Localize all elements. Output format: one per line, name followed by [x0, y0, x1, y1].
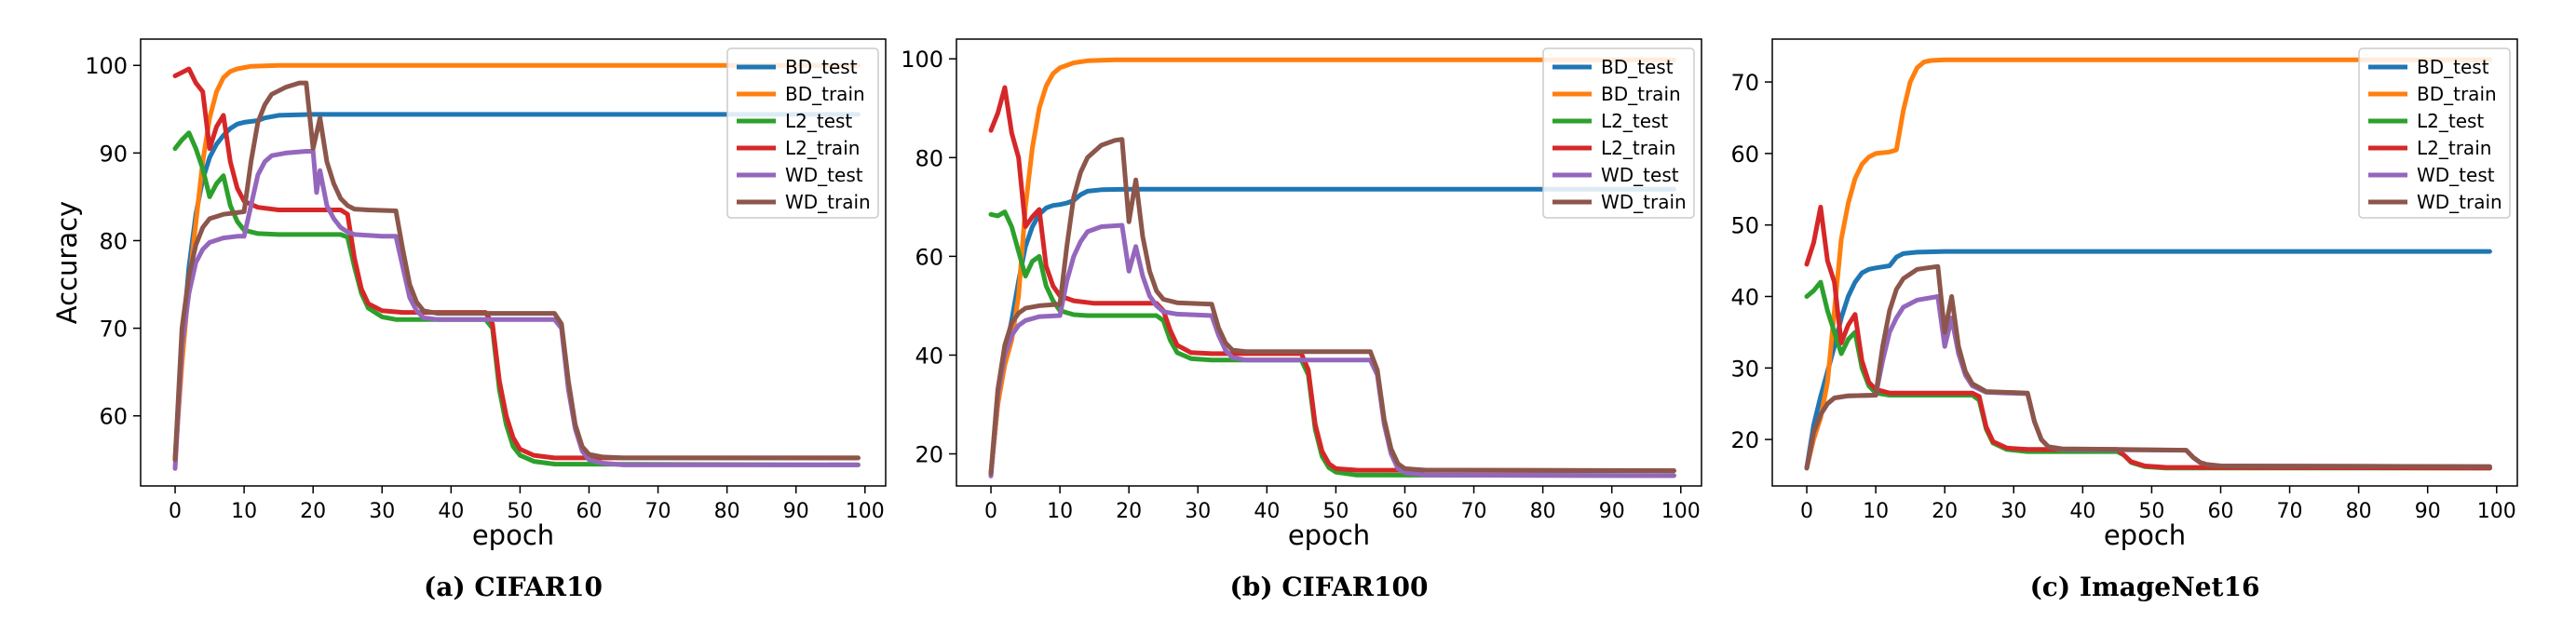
legend-label: WD_test [2417, 164, 2495, 186]
x-tick-label: 10 [1047, 500, 1073, 523]
legend-label: WD_train [2417, 191, 2502, 213]
axes-frame [140, 38, 887, 487]
x-tick-label: 0 [984, 500, 997, 523]
legend: BD_test BD_train L2_test L2_train WD_test WD_… [1542, 47, 1695, 219]
axes-frame [1771, 38, 2518, 487]
x-tick-label: 50 [2138, 500, 2164, 523]
x-tick-label: 0 [1800, 500, 1813, 523]
x-tick-label: 20 [1116, 500, 1142, 523]
legend-label: L2_test [785, 110, 852, 132]
legend-label: BD_train [2417, 83, 2497, 105]
series-line-wd-test [1804, 294, 2492, 471]
x-tick-label: 50 [1322, 500, 1349, 523]
x-tick-label: 70 [2277, 500, 2303, 523]
x-tick-label: 60 [2207, 500, 2233, 523]
y-tick-label: 50 [1730, 213, 1759, 239]
x-axis-label: epoch [1288, 519, 1370, 551]
x-tick-label: 40 [438, 500, 464, 523]
x-tick-label: 60 [576, 500, 602, 523]
series-line-l2-train [172, 66, 861, 461]
x-tick-label: 100 [1661, 500, 1701, 523]
x-tick-label: 40 [1254, 500, 1280, 523]
x-tick-label: 10 [231, 500, 257, 523]
x-tick-label: 80 [2346, 500, 2372, 523]
panel-caption: (a) CIFAR10 [424, 572, 603, 602]
legend-label: L2_train [2417, 137, 2491, 159]
x-tick-label: 30 [2000, 500, 2027, 523]
x-tick-label: 0 [169, 500, 182, 523]
legend-label: BD_test [2417, 56, 2489, 78]
legend: BD_test BD_train L2_test L2_train WD_test WD_… [2358, 47, 2511, 219]
series-line-wd-train [172, 80, 861, 463]
x-tick-label: 30 [369, 500, 395, 523]
y-tick-label: 20 [915, 442, 943, 468]
x-tick-label: 60 [1391, 500, 1417, 523]
y-tick-label: 90 [99, 141, 128, 167]
y-tick-label: 30 [1730, 356, 1759, 382]
x-tick-label: 80 [1530, 500, 1556, 523]
legend-label: L2_train [785, 137, 860, 159]
legend-label: L2_test [2417, 110, 2484, 132]
panel-caption: (c) ImageNet16 [2030, 572, 2260, 602]
series-line-wd-train [988, 137, 1676, 477]
legend-label: WD_test [1601, 164, 1679, 186]
y-tick-label: 100 [901, 47, 943, 73]
series-line-bd-train [1804, 57, 2492, 471]
chart-panel-2: 0 10 20 30 40 50 60 70 80 90 100 20 40 60 80 100 epoch (b… [901, 38, 1702, 602]
x-tick-label: 10 [1863, 500, 1889, 523]
panel-caption: (b) CIFAR100 [1230, 572, 1429, 602]
chart-panel-1: 0 10 20 30 40 50 60 70 80 90 100 60 70 80 90 100 epoch Ac… [51, 38, 887, 602]
y-tick-label: 60 [1730, 142, 1759, 168]
y-tick-label: 60 [915, 244, 943, 270]
legend-label: WD_train [785, 191, 871, 213]
x-tick-label: 50 [507, 500, 533, 523]
axes-frame [956, 38, 1702, 487]
x-tick-label: 30 [1185, 500, 1211, 523]
series-line-l2-train [1804, 205, 2492, 471]
chart-panel-3: 0 10 20 30 40 50 60 70 80 90 100 20 30 40 50 60 70 epoch (… [1730, 38, 2518, 602]
y-tick-label: 70 [1730, 70, 1759, 96]
y-tick-label: 80 [99, 228, 128, 254]
x-tick-label: 70 [1461, 500, 1487, 523]
x-axis-label: epoch [472, 519, 554, 551]
x-tick-label: 90 [783, 500, 809, 523]
y-tick-label: 100 [85, 53, 128, 79]
y-tick-label: 40 [1730, 284, 1759, 310]
y-tick-label: 60 [99, 404, 128, 430]
legend-label: WD_train [1601, 191, 1687, 213]
y-axis-label: Accuracy [51, 201, 83, 324]
legend-label: WD_test [785, 164, 863, 186]
series-line-bd-train [988, 57, 1676, 477]
y-tick-label: 70 [99, 317, 128, 343]
x-tick-label: 90 [1599, 500, 1625, 523]
legend-label: L2_test [1601, 110, 1668, 132]
x-tick-label: 90 [2415, 500, 2441, 523]
y-tick-label: 40 [915, 343, 943, 369]
series-line-bd-test [1804, 249, 2492, 471]
series-line-l2-test [1804, 279, 2492, 471]
legend-label: BD_train [1601, 83, 1681, 105]
series-line-wd-train [1804, 263, 2492, 471]
legend-label: BD_test [1601, 56, 1674, 78]
legend: BD_test BD_train L2_test L2_train WD_test WD_… [726, 47, 879, 219]
x-tick-label: 40 [2069, 500, 2095, 523]
series-line-l2-test [988, 209, 1676, 478]
x-tick-label: 100 [2477, 500, 2516, 523]
legend-label: BD_test [785, 56, 858, 78]
x-axis-label: epoch [2104, 519, 2186, 551]
y-tick-label: 80 [915, 145, 943, 171]
x-tick-label: 100 [846, 500, 885, 523]
legend-label: L2_train [1601, 137, 1675, 159]
x-tick-label: 80 [714, 500, 740, 523]
y-tick-label: 20 [1730, 427, 1759, 453]
x-tick-label: 20 [300, 500, 326, 523]
legend-label: BD_train [785, 83, 865, 105]
x-tick-label: 20 [1932, 500, 1958, 523]
x-tick-label: 70 [645, 500, 671, 523]
